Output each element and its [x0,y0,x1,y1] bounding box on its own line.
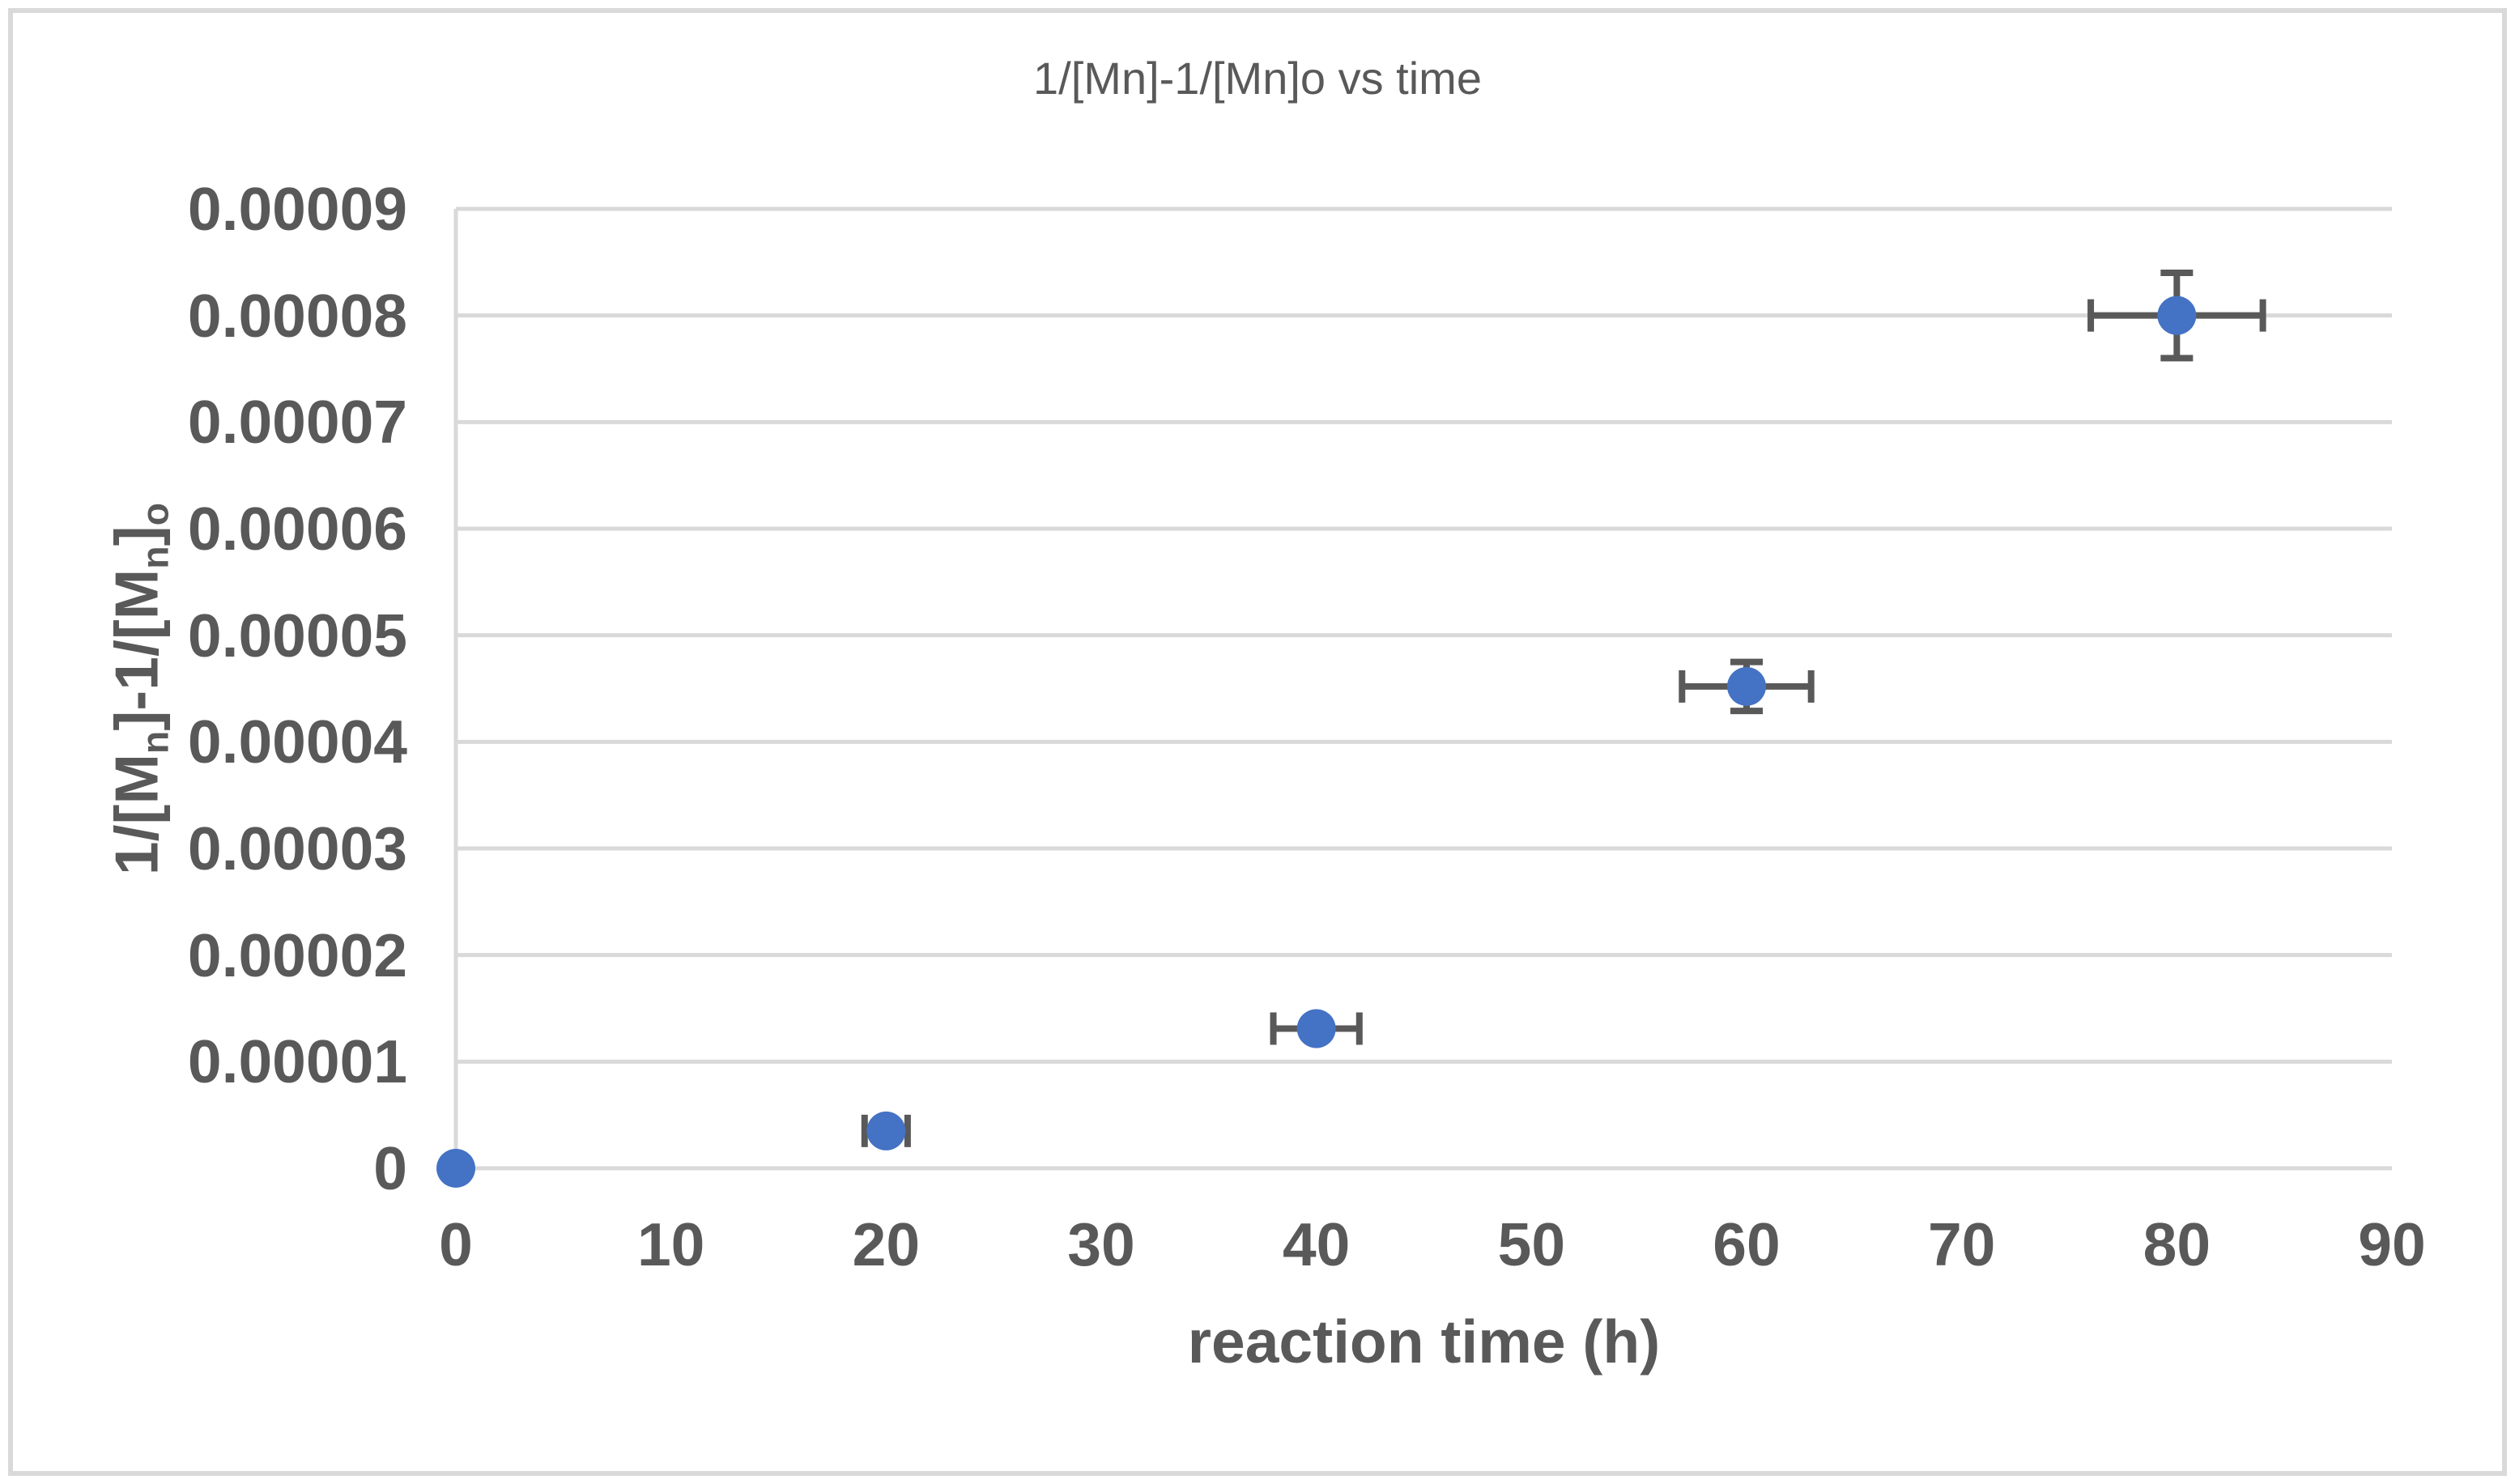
y-tick-label: 0.00003 [187,814,407,882]
y-tick-label: 0.00006 [187,495,407,563]
data-point-marker [866,1111,906,1150]
y-axis-title-subscript: n [134,545,177,569]
x-axis-title: reaction time (h) [1187,1308,1661,1376]
data-point-marker [2157,296,2197,335]
data-point-marker [436,1149,475,1188]
x-tick-label: 10 [636,1210,705,1278]
y-axis-title-text: 1/[M [102,753,171,875]
y-tick-label: 0.00001 [187,1027,407,1096]
y-tick-label: 0.00005 [187,601,407,670]
chart-title: 1/[Mn]-1/[Mn]o vs time [1033,53,1482,104]
x-tick-label: 80 [2143,1210,2211,1278]
x-tick-label: 50 [1497,1210,1566,1278]
chart-border [8,8,2507,1476]
y-tick-label: 0.00008 [187,281,407,350]
x-tick-label: 40 [1282,1210,1351,1278]
y-tick-label: 0 [373,1134,407,1202]
x-tick-label: 30 [1067,1210,1135,1278]
data-point-marker [1296,1009,1336,1048]
y-axis-title-subscript: n [134,730,177,754]
y-axis-title-text: ]-1/[M [102,568,171,731]
y-tick-label: 0.00002 [187,921,407,989]
y-tick-label: 0.00009 [187,175,407,243]
y-axis-title-text: ] [102,525,171,546]
x-tick-label: 0 [439,1210,473,1278]
x-tick-label: 60 [1713,1210,1781,1278]
y-tick-label: 0.00007 [187,388,407,457]
x-tick-label: 20 [852,1210,921,1278]
y-axis-title-subscript: o [134,502,177,525]
x-tick-label: 70 [1927,1210,1996,1278]
y-tick-label: 0.00004 [187,708,407,776]
y-axis-title: 1/[Mn]-1/[Mn]o [101,502,177,874]
x-tick-label: 90 [2358,1210,2426,1278]
data-point-marker [1727,666,1766,706]
